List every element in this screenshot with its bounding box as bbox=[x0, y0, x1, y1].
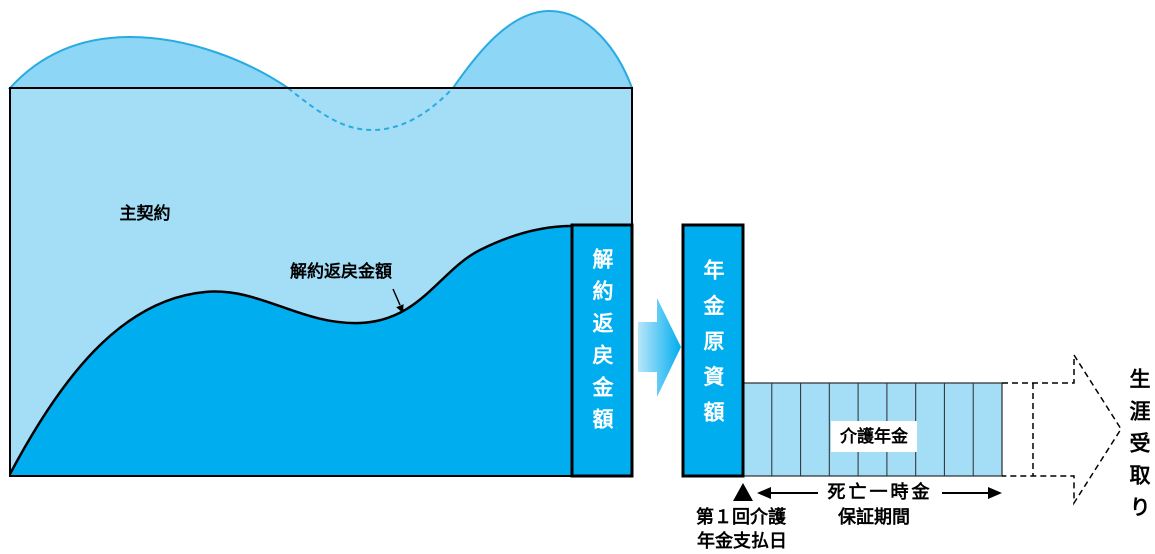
guarantee-period-label: 保証期間 bbox=[838, 507, 910, 528]
lifetime-continuation-arrow bbox=[1002, 352, 1122, 506]
main-contract-label: 主契約 bbox=[119, 204, 171, 224]
annuity-principal-box bbox=[681, 223, 745, 478]
surrender-value-box bbox=[570, 223, 634, 478]
surrender-value-pointer-line bbox=[392, 288, 401, 306]
surrender-value-curve-label: 解約返戻金額 bbox=[290, 262, 392, 282]
premium-wave-right-hump bbox=[451, 9, 634, 89]
first-payment-label-line2: 年金支払日 bbox=[697, 531, 787, 552]
surrender-value-curve bbox=[8, 224, 573, 475]
conversion-arrow bbox=[638, 298, 681, 397]
death-lump-sum-label: 死亡一時金 bbox=[827, 482, 933, 503]
premium-wave-left-hump bbox=[7, 35, 292, 89]
guarantee-arrow-right-head bbox=[988, 487, 1002, 499]
surrender-value-area bbox=[10, 226, 572, 476]
care-annuity-label-bg bbox=[831, 421, 917, 452]
guarantee-arrow-left-head bbox=[757, 487, 771, 499]
annuity-principal-label: 年金原資額 bbox=[701, 259, 725, 437]
surrender-value-pointer-head bbox=[396, 304, 404, 313]
first-payment-marker-icon bbox=[733, 483, 753, 501]
surrender-value-box-label: 解約返戻金額 bbox=[590, 248, 614, 440]
first-payment-label-line1: 第１回介護 bbox=[696, 507, 786, 528]
lifetime-receipt-label: 生涯受取り bbox=[1127, 368, 1151, 528]
care-annuity-label: 介護年金 bbox=[840, 427, 908, 447]
